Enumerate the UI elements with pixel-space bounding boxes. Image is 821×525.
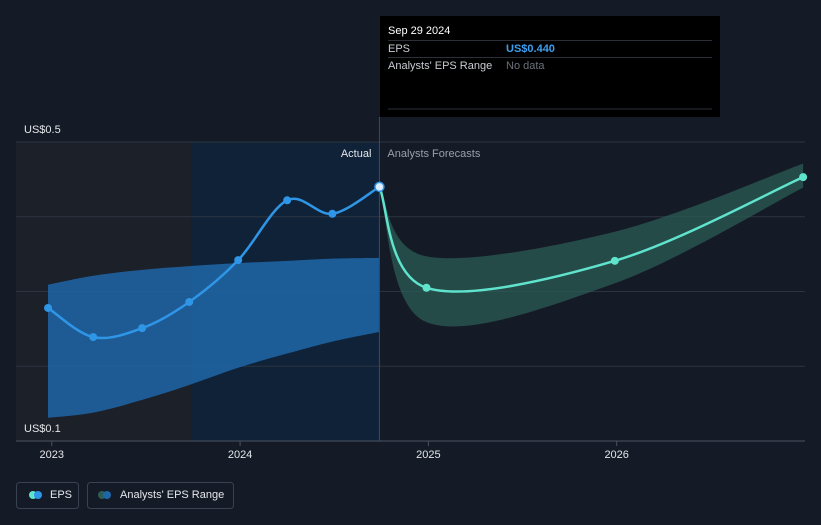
- eps-point: [283, 196, 292, 205]
- legend-swatch: [103, 491, 111, 499]
- divider-label: Analysts Forecasts: [387, 148, 480, 160]
- legend-label: Analysts' EPS Range: [120, 489, 224, 501]
- range-band: [48, 257, 380, 418]
- eps-point: [234, 256, 243, 265]
- tooltip-value: US$0.440: [506, 43, 555, 55]
- eps-point: [44, 303, 53, 312]
- tooltip-value: No data: [506, 60, 545, 72]
- eps-line: [47, 185, 381, 340]
- eps-line: [378, 175, 804, 293]
- x-tick-label: 2023: [40, 449, 64, 461]
- tooltip-label: Analysts' EPS Range: [388, 60, 492, 72]
- eps-point: [422, 283, 431, 292]
- eps-point: [138, 324, 147, 333]
- eps-point: [185, 297, 194, 306]
- eps-point: [89, 333, 98, 342]
- eps-point: [799, 173, 808, 182]
- eps-point: [328, 209, 337, 218]
- legend-swatch: [34, 491, 42, 499]
- tooltip-label: EPS: [388, 43, 410, 55]
- tooltip-date: Sep 29 2024: [388, 25, 450, 37]
- plot: Actual Analysts Forecasts: [44, 117, 808, 441]
- eps-point: [610, 256, 619, 265]
- legend-item-box[interactable]: [16, 482, 79, 509]
- y-tick-label: US$0.1: [24, 423, 61, 435]
- x-tick-label: 2026: [604, 449, 628, 461]
- legend-item-box[interactable]: [87, 482, 234, 509]
- x-tick-label: 2024: [228, 449, 252, 461]
- tooltip: Sep 29 2024 EPS US$0.440 Analysts' EPS Rang…: [380, 16, 720, 117]
- legend-label: EPS: [50, 489, 72, 501]
- tooltip-box: [380, 16, 720, 117]
- grid: US$0.1 US$0.5 2023 2024 2025 2026: [16, 124, 805, 461]
- range-band: [379, 163, 804, 327]
- legend: EPS Analysts' EPS Range: [16, 482, 234, 509]
- eps-point: [374, 181, 385, 193]
- divider-label: Actual: [341, 148, 372, 160]
- x-tick-label: 2025: [416, 449, 440, 461]
- y-tick-label: US$0.5: [24, 124, 61, 136]
